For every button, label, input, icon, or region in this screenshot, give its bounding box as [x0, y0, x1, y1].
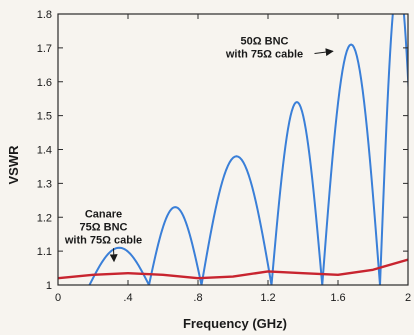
point-canare: [197, 278, 198, 279]
x-tick-label: .4: [123, 292, 132, 304]
point-50ohm: [92, 278, 93, 279]
y-tick-label: 1.3: [37, 178, 52, 190]
series-line-canare-75ohm-bnc: [58, 258, 408, 280]
x-tick-label: 2: [405, 292, 411, 304]
point-50ohm: [127, 247, 128, 248]
annotation-canare-text: Canare: [85, 208, 122, 220]
point-50ohm: [232, 105, 233, 106]
y-tick-label: 1.1: [37, 246, 52, 258]
y-tick-label: 1.4: [37, 145, 52, 157]
y-tick-label: 1.8: [37, 9, 52, 21]
point-50ohm: [197, 159, 198, 160]
point-canare: [267, 271, 268, 272]
annotation-canare-text: with 75Ω cable: [64, 234, 142, 246]
point-canare: [337, 274, 338, 275]
series-line-50ohm-bnc: [88, 14, 408, 285]
annotation-canare-text: 75Ω BNC: [80, 221, 128, 233]
x-tick-label: 1.6: [330, 292, 345, 304]
y-tick-label: 1.5: [37, 111, 52, 123]
point-canare: [302, 273, 303, 274]
axis-layer: 1 1.1 1.2 1.3 1.4 1.5 1.6 1.7 1.8 0 .4 .8 1.2 1.6 2: [37, 9, 411, 304]
y-tick-label: 1.7: [37, 43, 52, 55]
annotation-50ohm-text: 50Ω BNC: [241, 35, 289, 47]
y-tick-label: 1.2: [37, 212, 52, 224]
x-axis-label: Frequency (GHz): [183, 316, 287, 331]
annotation-50ohm-text: with 75Ω cable: [225, 48, 303, 60]
point-canare: [127, 273, 128, 274]
x-tick-label: 1.2: [260, 292, 275, 304]
y-tick-label: 1.6: [37, 77, 52, 89]
annotation-canare-arrow: [109, 248, 118, 263]
point-canare: [162, 274, 163, 275]
point-canare: [92, 274, 93, 275]
x-tick-label: 0: [55, 292, 61, 304]
plot-layer: [58, 14, 408, 285]
point-canare: [232, 276, 233, 277]
y-axis-label: VSWR: [6, 145, 21, 185]
point-canare: [372, 269, 373, 270]
annotation-50ohm-arrow: [314, 48, 334, 57]
point-50ohm: [162, 213, 163, 214]
x-tick-label: .8: [193, 292, 202, 304]
y-tick-label: 1: [46, 280, 52, 292]
